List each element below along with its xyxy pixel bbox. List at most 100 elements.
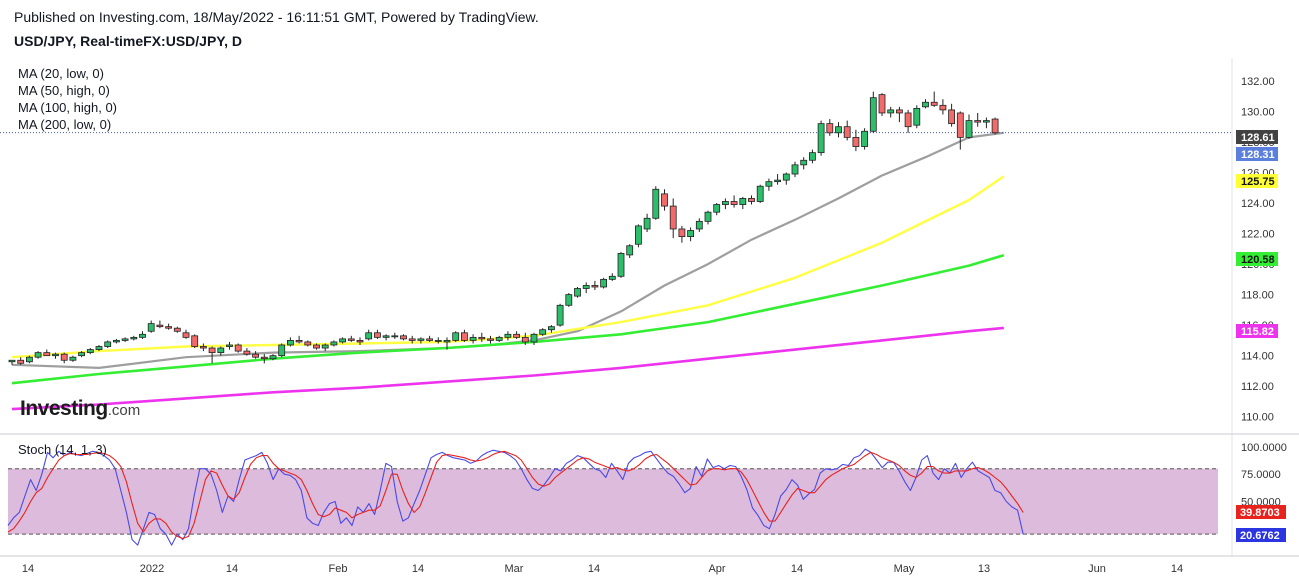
candle-body [696, 221, 702, 229]
candle-body [836, 127, 842, 133]
candle-body [940, 105, 946, 110]
candle-body [827, 124, 833, 133]
candle-body [314, 345, 320, 348]
candle-body [244, 351, 250, 354]
candle-body [79, 353, 85, 356]
time-tick-label: 14 [226, 563, 238, 575]
candle-body [261, 357, 267, 359]
candle-body [688, 230, 694, 236]
candle-body [35, 353, 41, 358]
time-tick-label: Mar [505, 563, 524, 575]
candle-body [905, 113, 911, 127]
candle-body [479, 337, 485, 339]
candle-body [914, 108, 920, 125]
candle-body [287, 340, 293, 345]
candle-body [444, 340, 450, 342]
candle-body [96, 347, 102, 350]
candle-body [644, 218, 650, 229]
candle-body [862, 131, 868, 146]
stoch-title: Stoch (14, 1, 3) [18, 442, 107, 457]
candle-body [566, 295, 572, 306]
candle-body [140, 334, 146, 337]
candle-body [766, 182, 772, 187]
candle-body [383, 336, 389, 338]
candle-body [957, 113, 963, 137]
candle-body [26, 357, 32, 362]
candle-body [174, 328, 180, 331]
candle-body [218, 348, 224, 353]
candle-body [670, 206, 676, 229]
time-tick-label: Jun [1088, 563, 1106, 575]
price-tick-label: 118.00 [1241, 290, 1274, 302]
candle-body [157, 325, 163, 327]
price-tick-label: 110.00 [1241, 412, 1274, 424]
candle-body [949, 110, 955, 124]
price-tick-label: 122.00 [1241, 229, 1275, 241]
candle-body [896, 110, 902, 113]
candle-body [18, 360, 24, 363]
candle-body [514, 334, 520, 337]
price-tick-label: 130.00 [1241, 106, 1275, 118]
candle-body [983, 121, 989, 123]
stoch-label-text: 20.6762 [1240, 530, 1280, 542]
candle-body [53, 354, 59, 356]
candle-body [714, 205, 720, 213]
candle-body [183, 333, 189, 338]
candle-body [975, 121, 981, 123]
candle-body [522, 337, 528, 342]
candle-body [635, 226, 641, 244]
stoch-label-text: 39.8703 [1240, 507, 1280, 519]
candle-body [357, 340, 363, 342]
candle-body [427, 339, 433, 341]
candle-body [583, 285, 589, 288]
candle-body [61, 354, 67, 360]
candle-body [679, 229, 685, 237]
time-tick-label: 14 [412, 563, 424, 575]
candle-body [131, 337, 137, 339]
candle-body [653, 189, 659, 218]
candle-body [496, 337, 502, 340]
candle-body [113, 340, 119, 342]
candle-body [488, 339, 494, 341]
candle-body [575, 289, 581, 297]
price-label-text: 115.82 [1241, 326, 1274, 338]
candle-body [783, 174, 789, 180]
candle-body [44, 353, 50, 356]
time-tick-label: 2022 [140, 563, 164, 575]
ma-line-100 [12, 255, 1004, 383]
price-tick-label: 112.00 [1241, 381, 1274, 393]
candle-body [592, 285, 598, 287]
candle-body [662, 194, 668, 206]
candle-body [923, 102, 929, 107]
candle-body [340, 339, 346, 342]
stoch-tick-label: 75.0000 [1241, 469, 1281, 481]
candle-body [331, 342, 337, 345]
candle-body [505, 334, 511, 337]
candle-body [200, 347, 206, 349]
candle-body [992, 119, 998, 133]
candle-body [818, 124, 824, 153]
candle-body [470, 337, 476, 340]
candle-body [809, 153, 815, 161]
candle-body [322, 345, 328, 348]
candle-body [740, 198, 746, 204]
candle-body [87, 350, 93, 353]
time-tick-label: 14 [22, 563, 34, 575]
candle-body [801, 160, 807, 165]
price-label-text: 128.61 [1241, 132, 1275, 144]
candle-body [844, 127, 850, 138]
candle-body [305, 342, 311, 345]
price-tick-label: 114.00 [1241, 351, 1274, 363]
candle-body [296, 340, 302, 342]
candle-body [453, 333, 459, 341]
candle-body [9, 360, 15, 362]
candle-body [70, 357, 76, 360]
candle-body [792, 165, 798, 174]
candle-body [557, 305, 563, 325]
candle-body [618, 253, 624, 276]
candle-body [731, 201, 737, 204]
candle-body [253, 354, 259, 357]
time-tick-label: 14 [588, 563, 600, 575]
ma-line-50 [12, 176, 1004, 357]
